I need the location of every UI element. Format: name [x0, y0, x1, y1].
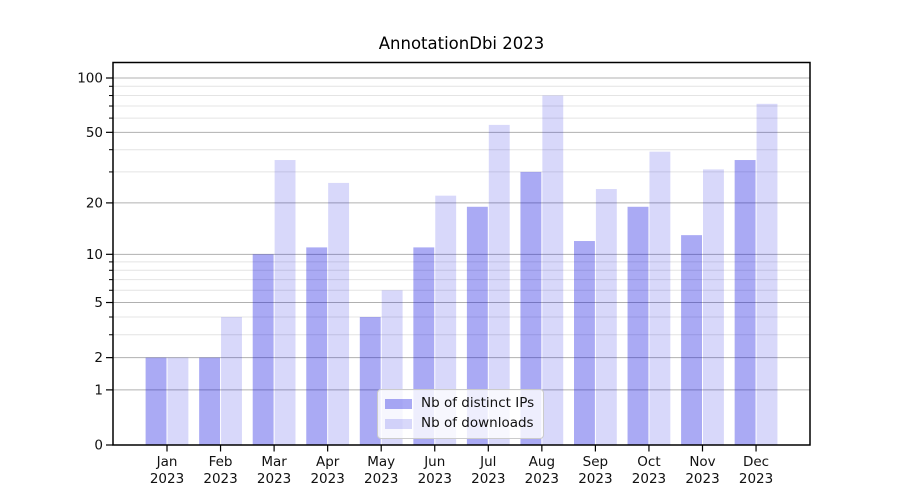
x-tick-label-month: May	[367, 454, 395, 470]
x-tick-label-year: 2023	[364, 471, 398, 487]
bar-distinct-ips-apr	[306, 247, 328, 445]
y-tick-label: 1	[94, 382, 103, 398]
x-tick-label-month: Mar	[261, 454, 287, 470]
x-tick-label-year: 2023	[578, 471, 612, 487]
legend-item-distinct-ips: Nb of distinct IPs	[385, 395, 534, 412]
x-tick-label-month: Feb	[209, 454, 233, 470]
legend-swatch-distinct-ips	[385, 398, 412, 409]
x-tick-label-year: 2023	[632, 471, 666, 487]
x-tick-label-year: 2023	[739, 471, 773, 487]
x-tick-label-month: Oct	[637, 454, 660, 470]
bar-distinct-ips-nov	[681, 235, 702, 445]
bar-downloads-feb	[221, 317, 242, 445]
y-tick-label: 2	[94, 350, 103, 366]
legend-swatch-downloads	[385, 418, 412, 429]
bar-distinct-ips-aug	[520, 171, 542, 445]
x-tick-label-month: Apr	[316, 454, 340, 470]
x-tick-label-year: 2023	[525, 471, 559, 487]
bar-downloads-mar	[274, 160, 296, 445]
legend: Nb of distinct IPs Nb of downloads	[377, 389, 545, 439]
bar-downloads-jun	[435, 195, 457, 445]
bar-downloads-oct	[649, 151, 671, 445]
y-tick-label: 10	[86, 247, 103, 263]
y-tick-label: 0	[94, 438, 103, 454]
legend-item-downloads: Nb of downloads	[385, 415, 534, 432]
x-tick-label-month: Sep	[583, 454, 608, 470]
y-tick-label: 20	[86, 195, 103, 211]
bar-downloads-dec	[756, 103, 778, 445]
legend-label-downloads: Nb of downloads	[421, 415, 534, 431]
bar-distinct-ips-feb	[199, 357, 221, 445]
bar-distinct-ips-dec	[734, 160, 756, 445]
legend-label-distinct-ips: Nb of distinct IPs	[421, 395, 535, 411]
x-tick-label-month: Jul	[479, 454, 496, 470]
x-tick-label-year: 2023	[418, 471, 452, 487]
x-tick-label-month: Aug	[529, 454, 555, 470]
chart-title: AnnotationDbi 2023	[378, 34, 545, 53]
x-tick-label-month: Jan	[156, 454, 178, 470]
bar-downloads-jul	[488, 124, 510, 445]
x-tick-label-year: 2023	[203, 471, 237, 487]
bar-distinct-ips-sep	[574, 241, 595, 445]
bar-downloads-jan	[167, 357, 189, 445]
bar-distinct-ips-jan	[145, 357, 167, 445]
bar-distinct-ips-may	[359, 317, 381, 445]
bar-downloads-nov	[703, 169, 724, 446]
x-tick-label-month: Dec	[743, 454, 769, 470]
y-tick-label: 50	[86, 125, 103, 141]
bar-distinct-ips-jul	[466, 206, 488, 445]
bar-distinct-ips-mar	[252, 254, 274, 445]
x-tick-label-year: 2023	[471, 471, 505, 487]
bar-downloads-apr	[328, 182, 350, 445]
y-tick-label: 5	[94, 295, 103, 311]
x-tick-label-month: Jun	[423, 454, 445, 470]
x-tick-label-year: 2023	[310, 471, 344, 487]
y-tick-label: 100	[77, 71, 103, 87]
bar-downloads-aug	[542, 95, 564, 445]
x-tick-label-year: 2023	[257, 471, 291, 487]
bar-downloads-sep	[595, 189, 617, 445]
x-tick-label-month: Nov	[689, 454, 715, 470]
x-tick-label-year: 2023	[685, 471, 719, 487]
bar-distinct-ips-oct	[627, 206, 649, 445]
x-tick-label-year: 2023	[150, 471, 184, 487]
